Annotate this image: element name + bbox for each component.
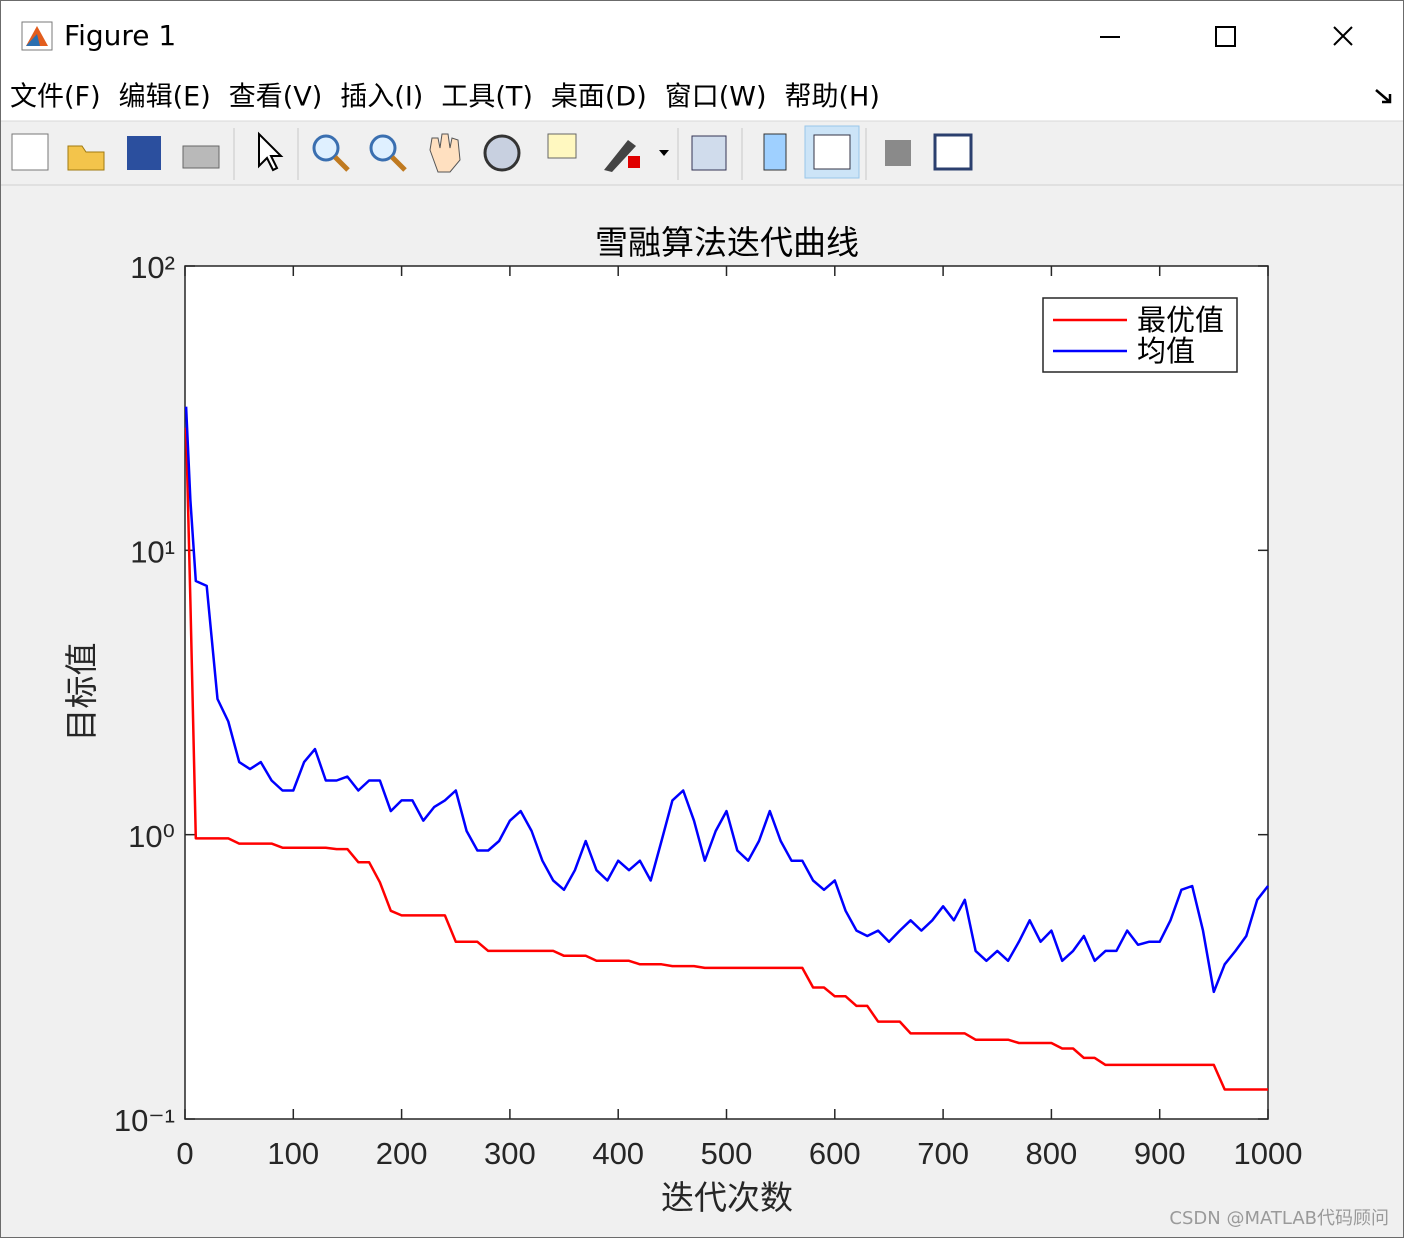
chart: 雪融算法迭代曲线 迭代次数 目标值 0 100 200 300 400 500 600 700…	[62, 223, 1302, 1217]
x-tick-label: 700	[917, 1136, 969, 1171]
x-tick-label: 900	[1134, 1136, 1186, 1171]
menu-items: 文件(F) 编辑(E) 查看(V) 插入(I) 工具(T) 桌面(D) 窗口(W) 帮助(H)	[10, 82, 880, 113]
x-tick-label: 300	[484, 1136, 536, 1171]
new-button[interactable]	[11, 133, 49, 171]
colorbar-button[interactable]	[763, 133, 787, 171]
zoom-out-button[interactable]	[369, 134, 407, 172]
series-line	[184, 406, 1269, 994]
menu-item[interactable]: 查看(V)	[229, 82, 323, 113]
y-tick-label: 10⁻¹	[114, 1103, 175, 1138]
brush-color	[628, 156, 640, 168]
x-tick-label: 1000	[1234, 1136, 1303, 1171]
y-tick-label: 10⁰	[128, 819, 175, 854]
title-bar	[1, 1, 1403, 73]
brush-dropdown[interactable]	[659, 150, 669, 156]
hide-tools-button[interactable]	[885, 140, 911, 166]
x-tick-label: 400	[592, 1136, 644, 1171]
dock-tools-button[interactable]	[933, 133, 973, 171]
save-button[interactable]	[127, 136, 161, 170]
series-line	[184, 427, 1268, 1091]
axes-box	[184, 265, 1269, 1120]
close-button[interactable]	[1333, 26, 1353, 46]
brush-button[interactable]	[604, 140, 636, 172]
menu-item[interactable]: 工具(T)	[441, 82, 533, 113]
menu-item[interactable]: 插入(I)	[340, 82, 423, 113]
menu-item[interactable]: 文件(F)	[10, 82, 101, 113]
chart-title: 雪融算法迭代曲线	[595, 223, 859, 262]
window-title: Figure 1	[64, 19, 176, 52]
menu-item[interactable]: 编辑(E)	[119, 82, 211, 113]
y-tick-label: 10²	[130, 250, 175, 285]
menu-item[interactable]: 帮助(H)	[785, 82, 880, 113]
x-tick-label: 0	[176, 1136, 193, 1171]
dock-arrow[interactable]	[1375, 89, 1392, 104]
x-tick-label: 800	[1026, 1136, 1078, 1171]
legend-label: 均值	[1137, 334, 1195, 368]
watermark: CSDN @MATLAB代码顾问	[1169, 1208, 1389, 1229]
y-tick-label: 10¹	[130, 535, 175, 570]
x-tick-label: 100	[267, 1136, 319, 1171]
legend-box	[1042, 297, 1238, 373]
print-button[interactable]	[182, 145, 220, 169]
x-tick-label: 600	[809, 1136, 861, 1171]
toolbar	[11, 125, 973, 180]
menu-item[interactable]: 窗口(W)	[665, 82, 767, 113]
y-axis-label: 目标值	[62, 643, 101, 742]
pan-button[interactable]	[429, 133, 461, 173]
open-button[interactable]	[67, 145, 105, 171]
menu-item[interactable]: 桌面(D)	[551, 82, 647, 113]
app-icon	[21, 21, 53, 51]
zoom-in-button[interactable]	[312, 134, 350, 172]
legend-label: 最优值	[1137, 303, 1224, 337]
select-button[interactable]	[258, 131, 284, 172]
x-tick-label: 500	[701, 1136, 753, 1171]
maximize-button[interactable]	[1215, 26, 1236, 47]
link-button[interactable]	[691, 135, 727, 171]
rotate-button[interactable]	[483, 134, 521, 172]
datatip-button[interactable]	[547, 133, 577, 159]
x-axis-label: 迭代次数	[661, 1178, 793, 1217]
menu-bar	[1, 73, 1403, 121]
plot-area	[185, 266, 1268, 1119]
x-tick-label: 200	[376, 1136, 428, 1171]
